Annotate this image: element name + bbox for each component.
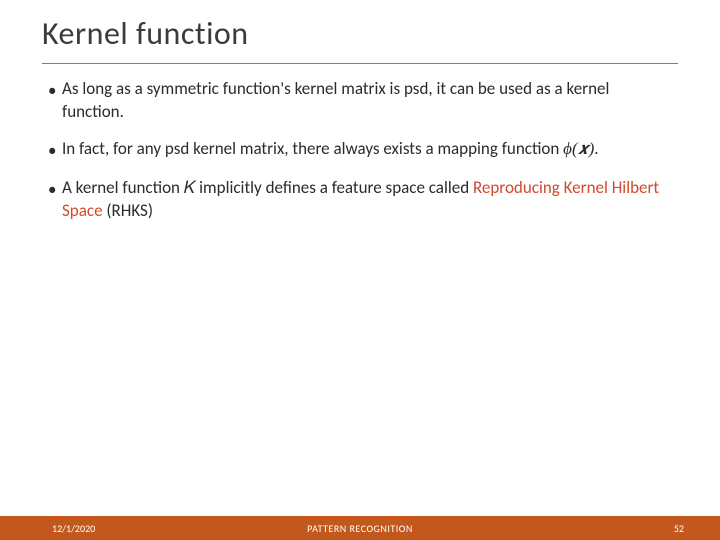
math-k: 𝐾 [184,178,195,197]
bullet-item: • As long as a symmetric function's kern… [48,78,672,124]
slide-title: Kernel function [0,0,720,59]
slide-body: • As long as a symmetric function's kern… [0,64,720,223]
bullet-marker-icon: • [48,179,62,202]
bullet-text: As long as a symmetric function's kernel… [62,78,672,124]
bullet-item: • A kernel function 𝐾 implicitly defines… [48,177,672,223]
bullet-marker-icon: • [48,140,62,163]
bullet-text-segment: A kernel function [62,177,184,198]
bullet-text: In fact, for any psd kernel matrix, ther… [62,138,672,161]
math-phi-x: ϕ(𝒙) [563,139,594,158]
bullet-marker-icon: • [48,80,62,103]
bullet-text: A kernel function 𝐾 implicitly defines a… [62,177,672,223]
bullet-text-segment: . [594,138,598,159]
bullet-item: • In fact, for any psd kernel matrix, th… [48,138,672,163]
footer-page-number: 52 [674,522,684,535]
footer-center-label: PATTERN RECOGNITION [0,522,720,535]
bullet-text-segment: (RHKS) [106,200,153,221]
bullet-text-segment: In fact, for any psd kernel matrix, ther… [62,138,563,159]
slide: Kernel function • As long as a symmetric… [0,0,720,540]
bullet-text-segment: As long as a symmetric function's kernel… [62,78,609,122]
bullet-text-segment: implicitly defines a feature space calle… [195,177,473,198]
slide-footer: 12/1/2020 PATTERN RECOGNITION 52 [0,516,720,540]
